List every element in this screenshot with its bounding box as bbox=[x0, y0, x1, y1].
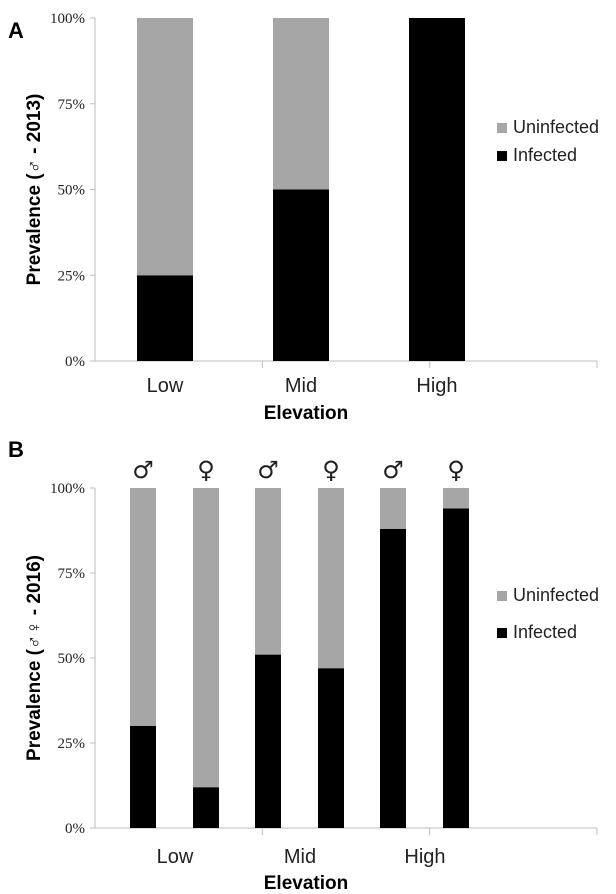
panel-b-legend-label-infected: Infected bbox=[513, 622, 577, 642]
panel-a-x-axis-label: Elevation bbox=[264, 403, 348, 424]
panel-b-sex-label-5: ♂ bbox=[382, 456, 404, 484]
panel-b-letter: B bbox=[8, 437, 24, 462]
panel-a-category-label: Low bbox=[147, 375, 184, 397]
panel-b-y-tick-label: 50% bbox=[58, 651, 86, 667]
panel-b-bar-infected-1 bbox=[130, 726, 156, 828]
panel-b-legend-label-uninfected: Uninfected bbox=[513, 585, 599, 605]
panel-a-y-tick-label: 100% bbox=[50, 11, 85, 27]
panel-a-category-label: Mid bbox=[285, 375, 317, 397]
panel-b-sex-label-4: ♀ bbox=[322, 456, 340, 484]
panel-b-category-label: Mid bbox=[284, 846, 316, 868]
panel-b-bar-infected-5 bbox=[380, 528, 406, 828]
panel-b-y-tick-label: 25% bbox=[58, 736, 86, 752]
panel-a-letter: A bbox=[8, 18, 24, 43]
panel-b-bar-uninfected-6 bbox=[443, 488, 469, 509]
panel-b-sex-label-1: ♂ bbox=[132, 456, 154, 484]
panel-a-bar-infected-2 bbox=[273, 189, 329, 361]
panel-b-y-tick-label: 0% bbox=[65, 821, 85, 837]
panel-b-bar-infected-4 bbox=[318, 668, 344, 828]
panel-b-sex-label-6: ♀ bbox=[447, 456, 465, 484]
panel-a-bar-infected-3 bbox=[409, 18, 465, 361]
panel-a-legend-label-infected: Infected bbox=[513, 145, 577, 165]
panel-b-legend-swatch-uninfected bbox=[497, 591, 507, 601]
panel-b-y-axis-label: Prevalence (♂♀ - 2016) bbox=[24, 555, 45, 761]
panel-a-y-tick-label: 50% bbox=[58, 183, 86, 199]
panel-a-y-tick-label: 25% bbox=[58, 268, 86, 284]
panel-b-bar-infected-6 bbox=[443, 508, 469, 828]
panel-a-legend-swatch-uninfected bbox=[497, 123, 507, 133]
panel-a-bar-uninfected-2 bbox=[273, 18, 329, 190]
panel-b-bar-uninfected-4 bbox=[318, 488, 344, 669]
panel-b-y-tick-label: 100% bbox=[50, 481, 85, 497]
panel-a-bar-infected-1 bbox=[137, 275, 193, 361]
panel-b-y-tick-label: 75% bbox=[58, 566, 86, 582]
panel-a-legend-swatch-infected bbox=[497, 151, 507, 161]
panel-a-y-axis-label: Prevalence (♂ - 2013) bbox=[24, 94, 45, 286]
panel-a-legend-label-uninfected: Uninfected bbox=[513, 117, 599, 137]
panel-a-category-label: High bbox=[416, 375, 457, 397]
panel-b-legend-swatch-infected bbox=[497, 628, 507, 638]
panel-b-bar-uninfected-3 bbox=[255, 488, 281, 655]
panel-b-category-label: High bbox=[404, 846, 445, 868]
panel-b-sex-label-3: ♂ bbox=[257, 456, 279, 484]
panel-b-x-axis-label: Elevation bbox=[264, 873, 348, 894]
panel-b-bar-uninfected-5 bbox=[380, 488, 406, 529]
panel-a-bar-uninfected-1 bbox=[137, 18, 193, 276]
panel-a-y-tick-label: 75% bbox=[58, 97, 86, 113]
panel-b-bar-uninfected-2 bbox=[193, 488, 219, 788]
panel-b-bar-infected-2 bbox=[193, 787, 219, 828]
panel-a-y-tick-label: 0% bbox=[65, 354, 85, 370]
panel-b-bar-uninfected-1 bbox=[130, 488, 156, 726]
panel-b-bar-infected-3 bbox=[255, 654, 281, 828]
panel-b-category-label: Low bbox=[157, 846, 194, 868]
panel-b-sex-label-2: ♀ bbox=[197, 456, 215, 484]
